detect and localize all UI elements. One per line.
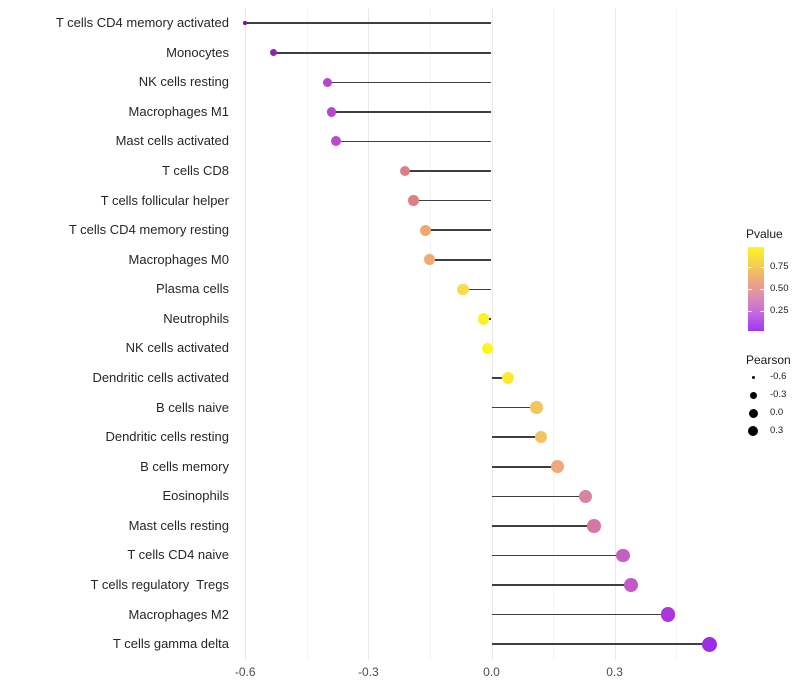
y-axis-label: Macrophages M0 xyxy=(128,251,229,267)
y-axis-label: T cells follicular helper xyxy=(100,192,229,208)
data-point-dot xyxy=(270,49,278,57)
data-point-dot xyxy=(322,77,333,88)
minor-gridline xyxy=(429,8,431,660)
y-axis-label: Monocytes xyxy=(166,44,229,60)
x-axis-tick-label: -0.6 xyxy=(234,665,256,679)
lollipop-stem xyxy=(335,140,492,143)
data-point-dot xyxy=(457,283,469,296)
colorbar-tick xyxy=(760,289,764,290)
lollipop-stem xyxy=(327,81,492,84)
y-axis-label: Eosinophils xyxy=(162,488,230,504)
size-legend-dot xyxy=(749,391,757,399)
size-legend-label: -0.6 xyxy=(770,371,787,382)
y-axis-label: Dendritic cells activated xyxy=(92,370,229,386)
lollipop-stem xyxy=(425,229,492,231)
data-point-dot xyxy=(534,430,547,444)
y-axis-label: Mast cells resting xyxy=(128,517,229,533)
data-point-dot xyxy=(408,195,419,206)
data-point-dot xyxy=(616,548,630,563)
y-axis-label: T cells CD8 xyxy=(162,163,229,179)
colorbar-tick-label: 0.50 xyxy=(770,283,789,294)
y-axis-label: Mast cells activated xyxy=(115,133,229,149)
colorbar-tick-label: 0.75 xyxy=(770,260,789,272)
y-axis-label: T cells CD4 memory activated xyxy=(55,15,229,31)
major-gridline xyxy=(491,8,493,660)
minor-gridline xyxy=(553,8,555,660)
y-axis-label: B cells memory xyxy=(140,458,229,474)
size-legend-label: -0.3 xyxy=(770,389,787,400)
lollipop-stem xyxy=(429,259,492,261)
pvalue-legend-title: Pvalue xyxy=(746,227,783,241)
lollipop-stem xyxy=(491,377,508,379)
x-axis-tick-label: -0.3 xyxy=(358,665,379,679)
colorbar-tick-label: 0.25 xyxy=(770,305,789,316)
data-point-dot xyxy=(420,224,432,236)
lollipop-stem xyxy=(245,22,492,24)
data-point-dot xyxy=(330,136,341,147)
lollipop-stem xyxy=(491,436,541,438)
colorbar-tick xyxy=(748,266,752,268)
major-gridline xyxy=(614,8,616,660)
pearson-legend-title: Pearson xyxy=(746,353,791,367)
pvalue-colorbar xyxy=(748,247,764,331)
lollipop-stem xyxy=(491,525,595,527)
colorbar-tick xyxy=(748,289,752,290)
size-legend-dot xyxy=(748,408,758,418)
size-legend-label: 0.3 xyxy=(770,425,784,436)
x-axis-tick-label: 0.3 xyxy=(606,665,623,679)
y-axis-label: T cells CD4 naive xyxy=(127,547,229,563)
colorbar-tick xyxy=(760,266,764,268)
y-axis-label: Neutrophils xyxy=(163,310,229,326)
y-axis-label: B cells naive xyxy=(156,399,229,415)
y-axis-label: T cells gamma delta xyxy=(112,636,229,652)
colorbar-tick xyxy=(748,311,752,312)
lollipop-stem xyxy=(491,643,710,645)
lollipop-stem xyxy=(462,288,492,291)
data-point-dot xyxy=(501,372,514,385)
y-axis-label: Dendritic cells resting xyxy=(105,429,229,445)
data-point-dot xyxy=(481,342,494,355)
lollipop-stem xyxy=(491,613,668,616)
lollipop-stem xyxy=(491,584,632,586)
lollipop-stem xyxy=(331,111,492,113)
lollipop-stem xyxy=(405,170,492,172)
data-point-dot xyxy=(660,607,676,622)
major-gridline xyxy=(245,8,247,660)
data-point-dot xyxy=(326,107,337,117)
minor-gridline xyxy=(676,8,678,660)
size-legend-dot xyxy=(751,375,755,379)
data-point-dot xyxy=(243,21,247,25)
data-point-dot xyxy=(530,401,543,414)
y-axis-label: Macrophages M1 xyxy=(128,103,229,119)
y-axis-label: Plasma cells xyxy=(156,281,229,297)
data-point-dot xyxy=(477,313,490,325)
x-axis-tick-label: 0.0 xyxy=(483,665,500,679)
minor-gridline xyxy=(306,8,308,660)
lollipop-stem xyxy=(491,466,558,468)
y-axis-label: T cells regulatory Tregs xyxy=(90,577,229,593)
lollipop-stem xyxy=(491,554,623,557)
major-gridline xyxy=(368,8,370,660)
data-point-dot xyxy=(400,166,411,177)
lollipop-stem xyxy=(491,495,586,498)
size-legend-dot xyxy=(747,425,759,437)
data-point-dot xyxy=(579,489,593,503)
y-axis-label: NK cells activated xyxy=(125,340,229,356)
lollipop-stem xyxy=(273,52,492,54)
y-axis-label: Macrophages M2 xyxy=(128,606,229,622)
lollipop-stem xyxy=(413,199,492,202)
y-axis-label: NK cells resting xyxy=(138,74,229,90)
colorbar-tick xyxy=(760,311,764,312)
data-point-dot xyxy=(701,636,717,652)
size-legend-label: 0.0 xyxy=(770,407,784,418)
lollipop-stem xyxy=(491,406,537,409)
data-point-dot xyxy=(424,254,436,266)
data-point-dot xyxy=(587,519,601,533)
data-point-dot xyxy=(624,578,639,593)
y-axis-label: T cells CD4 memory resting xyxy=(68,222,229,238)
data-point-dot xyxy=(550,460,564,474)
